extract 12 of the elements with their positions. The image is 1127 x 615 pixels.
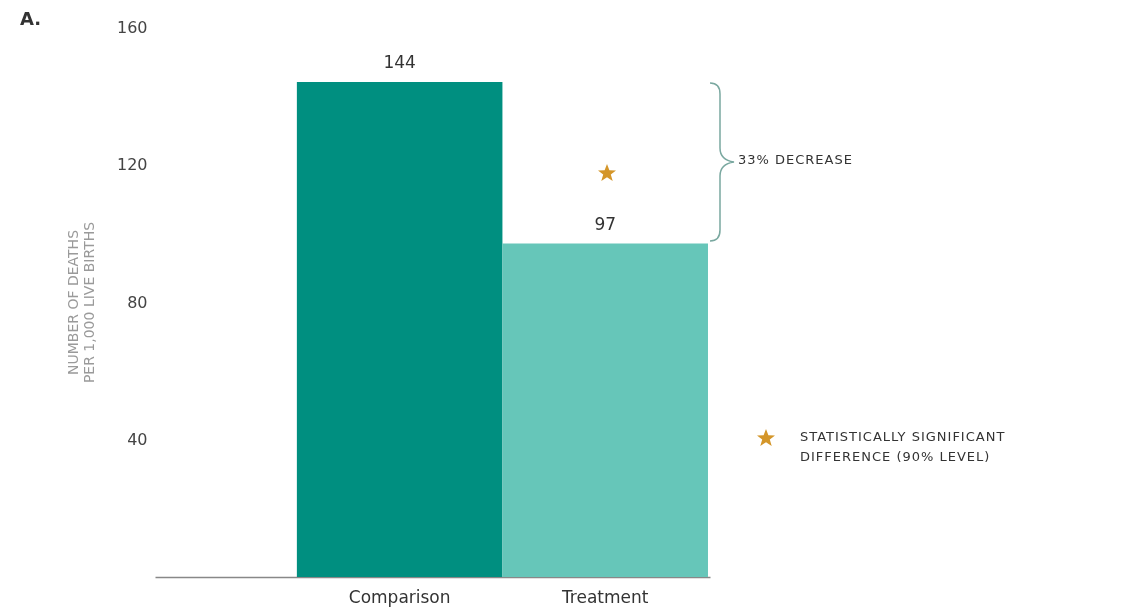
text: 33% DECREASE xyxy=(738,151,854,169)
data-label: 97 xyxy=(594,213,617,234)
chart-title: A. xyxy=(20,8,42,29)
text: STATISTICALLY SIGNIFICANT DIFFERENCE (90% LEVEL) xyxy=(800,428,1007,466)
y-tick-label: 160 xyxy=(116,17,148,37)
y-tick-label: 120 xyxy=(116,155,148,174)
x-tick-label: Comparison xyxy=(348,586,451,607)
y-tick-label: 40 xyxy=(127,430,148,449)
x-tick-label: Treatment xyxy=(560,586,649,607)
y-tick-label: 80 xyxy=(127,292,148,312)
data-label: 144 xyxy=(383,52,416,72)
y-axis-title: NUMBER OF DEATHS PER 1,000 LIVE BIRTHS xyxy=(64,221,97,384)
